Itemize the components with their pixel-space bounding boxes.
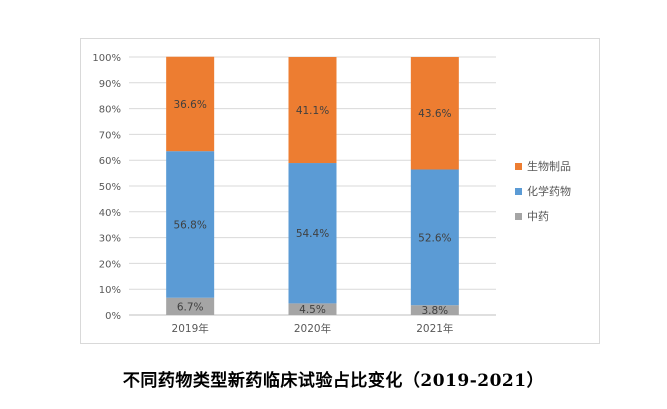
y-tick-label: 70% xyxy=(99,130,121,141)
y-tick-label: 100% xyxy=(92,53,121,64)
x-category-label: 2021年 xyxy=(416,322,453,335)
data-label: 6.7% xyxy=(177,301,204,313)
y-tick-label: 20% xyxy=(99,259,121,270)
data-label: 54.4% xyxy=(296,228,329,240)
legend-label: 中药 xyxy=(527,210,549,223)
legend-label: 化学药物 xyxy=(527,184,571,198)
legend-swatch xyxy=(515,213,522,220)
bar-segment xyxy=(166,56,215,152)
y-tick-label: 50% xyxy=(99,182,121,193)
y-tick-label: 80% xyxy=(99,105,121,116)
bar-segment xyxy=(288,303,337,315)
y-tick-label: 60% xyxy=(99,156,121,167)
x-category-label: 2019年 xyxy=(172,322,209,335)
bar-segment xyxy=(166,151,215,298)
chart-frame: 0% 10% 20% 30% 40% 50% 60% 70% 80% 90% 100% 6.7% 56.… xyxy=(80,38,600,344)
bar-segment xyxy=(410,57,459,170)
data-label: 43.6% xyxy=(418,108,451,120)
y-tick-label: 30% xyxy=(99,234,121,245)
bar-segment xyxy=(410,305,459,315)
bar-segment xyxy=(288,57,337,164)
legend-swatch xyxy=(515,188,522,195)
bar-segment xyxy=(410,169,459,306)
data-label: 56.8% xyxy=(173,219,206,231)
data-label: 4.5% xyxy=(299,304,326,316)
y-tick-label: 10% xyxy=(99,285,121,296)
x-category-label: 2020年 xyxy=(294,322,331,335)
legend-swatch xyxy=(515,163,522,170)
bar-segment xyxy=(288,163,337,304)
data-label: 3.8% xyxy=(421,305,448,317)
legend-label: 生物制品 xyxy=(527,159,571,173)
y-tick-label: 40% xyxy=(99,208,121,219)
bar-segment xyxy=(166,297,215,315)
data-label: 36.6% xyxy=(173,99,206,111)
y-tick-label: 0% xyxy=(105,311,121,322)
y-tick-label: 90% xyxy=(99,79,121,90)
data-label: 41.1% xyxy=(296,105,329,117)
chart-caption: 不同药物类型新药临床试验占比变化（2019-2021） xyxy=(122,371,545,391)
data-label: 52.6% xyxy=(418,232,451,244)
stacked-bar-chart: 0% 10% 20% 30% 40% 50% 60% 70% 80% 90% 100% 6.7% 56.… xyxy=(92,53,571,335)
